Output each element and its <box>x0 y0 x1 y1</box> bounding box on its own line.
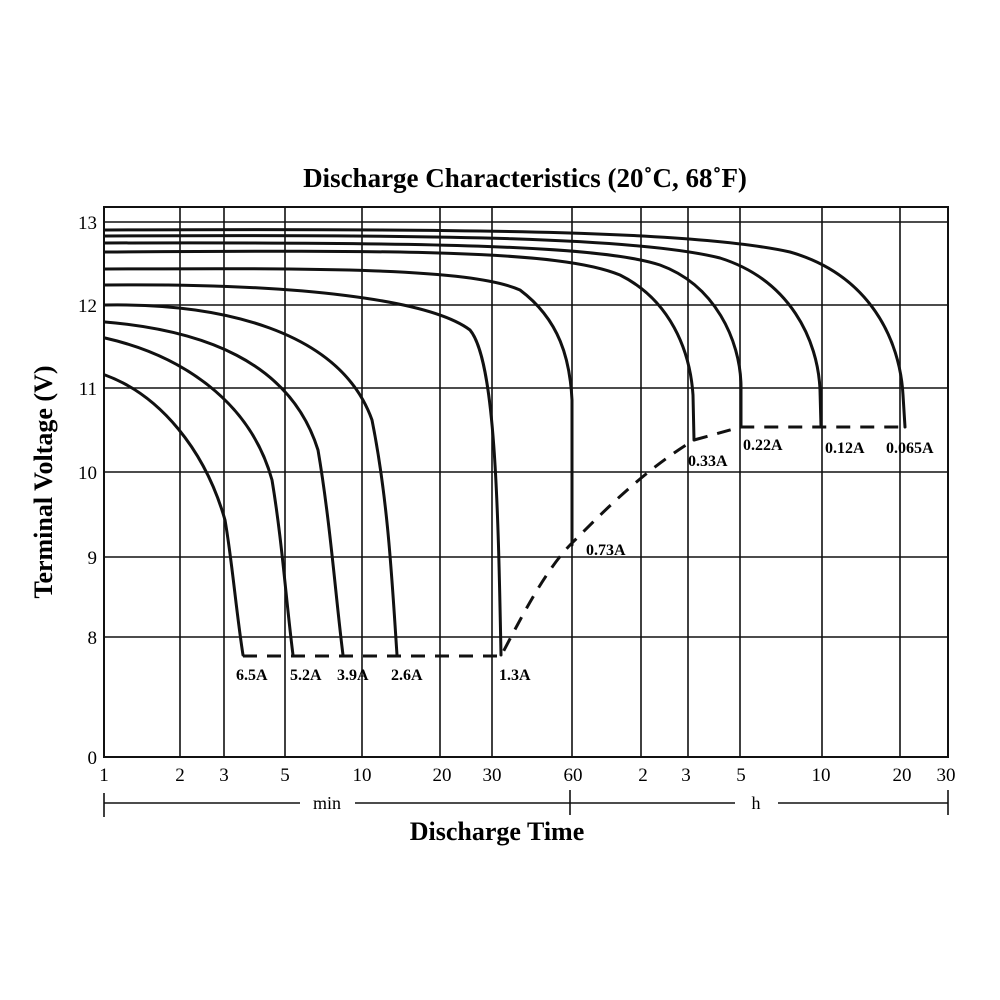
x-axis-ticks: 1 2 3 5 10 20 30 60 2 3 5 10 20 30 <box>99 765 955 786</box>
curve-6.5A <box>103 373 245 657</box>
plot-frame <box>103 206 949 758</box>
label-3.9A: 3.9A <box>337 667 369 684</box>
unit-brackets <box>103 790 949 817</box>
x-tick-1min: 1 <box>99 765 109 786</box>
x-tick-10min: 10 <box>353 765 372 786</box>
unit-h-label: h <box>752 793 761 813</box>
label-0.33A: 0.33A <box>688 453 728 470</box>
y-tick-9: 9 <box>88 548 98 569</box>
unit-min-label: min <box>313 793 341 813</box>
curve-2.6A <box>103 303 399 657</box>
curves <box>103 228 907 657</box>
label-0.12A: 0.12A <box>825 440 865 457</box>
label-1.3A: 1.3A <box>499 667 531 684</box>
curve-0.33A <box>103 249 696 442</box>
label-6.5A: 6.5A <box>236 667 268 684</box>
end-voltage-dashed-line <box>243 425 905 658</box>
y-tick-13: 13 <box>78 213 97 234</box>
x-tick-3min: 3 <box>219 765 229 786</box>
x-tick-60min: 60 <box>564 765 583 786</box>
y-axis-ticks: 13 12 11 10 9 8 0 <box>78 213 97 769</box>
y-tick-8: 8 <box>88 628 98 649</box>
x-tick-20min: 20 <box>433 765 452 786</box>
y-tick-0: 0 <box>88 748 98 769</box>
curve-0.12A <box>103 234 823 429</box>
curve-1.3A <box>103 283 503 657</box>
chart-title: Discharge Characteristics (20˚C, 68˚F) <box>303 163 747 193</box>
curve-0.22A <box>103 241 743 429</box>
curve-labels: 6.5A 5.2A 3.9A 2.6A 1.3A 0.73A 0.33A 0.2… <box>236 437 934 684</box>
x-tick-10h: 10 <box>812 765 831 786</box>
label-2.6A: 2.6A <box>391 667 423 684</box>
x-tick-30h: 30 <box>937 765 956 786</box>
label-0.73A: 0.73A <box>586 542 626 559</box>
curve-0.73A <box>103 267 574 547</box>
y-tick-11: 11 <box>79 379 97 400</box>
x-tick-5h: 5 <box>736 765 746 786</box>
curve-0.065A <box>103 228 907 429</box>
x-tick-30min: 30 <box>483 765 502 786</box>
y-tick-10: 10 <box>78 463 97 484</box>
y-axis-title: Terminal Voltage (V) <box>29 365 58 598</box>
curve-5.2A <box>103 336 295 657</box>
x-tick-20h: 20 <box>893 765 912 786</box>
x-tick-2min: 2 <box>175 765 185 786</box>
y-tick-12: 12 <box>78 296 97 317</box>
label-0.065A: 0.065A <box>886 440 934 457</box>
x-tick-5min: 5 <box>280 765 290 786</box>
label-0.22A: 0.22A <box>743 437 783 454</box>
x-tick-3h: 3 <box>681 765 691 786</box>
x-axis-title: Discharge Time <box>410 817 585 846</box>
label-5.2A: 5.2A <box>290 667 322 684</box>
curve-3.9A <box>103 320 345 657</box>
x-tick-2h: 2 <box>638 765 648 786</box>
